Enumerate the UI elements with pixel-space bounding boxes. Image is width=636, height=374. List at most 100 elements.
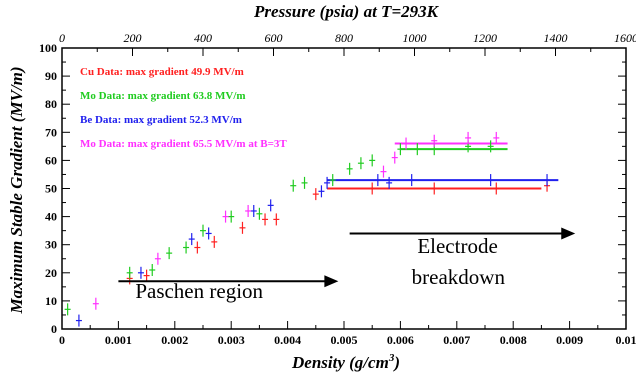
data-point — [245, 204, 252, 217]
x2-tick-label: 1200 — [473, 31, 497, 45]
data-point — [369, 154, 376, 167]
x2-tick-label: 1400 — [544, 31, 568, 45]
x-tick-label: 0 — [59, 333, 65, 347]
data-point — [183, 241, 190, 254]
data-point — [256, 207, 263, 220]
y-tick-label: 50 — [45, 182, 57, 196]
data-point — [431, 182, 438, 195]
legend-entry: Be Data: max gradient 52.3 MV/m — [80, 114, 242, 126]
legend: Cu Data: max gradient 49.9 MV/m Mo Data: … — [80, 66, 287, 150]
legend-entry: Cu Data: max gradient 49.9 MV/m — [80, 66, 244, 78]
y-tick-label: 0 — [51, 322, 57, 336]
y-tick-label: 100 — [39, 41, 57, 55]
data-point — [228, 210, 235, 223]
annotation-text: Paschen region — [135, 279, 263, 303]
data-points — [64, 131, 551, 327]
data-point — [64, 303, 71, 316]
data-point — [403, 137, 410, 150]
y-tick-label: 90 — [45, 69, 57, 83]
annotation-text: Electrode — [417, 234, 497, 258]
annotations: Paschen region Electrode breakdown — [135, 234, 505, 303]
y-tick-label: 40 — [45, 210, 57, 224]
x2-tick-label: 800 — [335, 31, 353, 45]
annotation-text: breakdown — [412, 265, 506, 289]
data-point — [346, 162, 353, 175]
annotation-arrows — [118, 227, 576, 288]
data-point — [329, 174, 336, 187]
data-point — [487, 174, 494, 187]
y-tick-label: 10 — [45, 294, 57, 308]
y-tick-label: 30 — [45, 238, 57, 252]
x-tick-label: 0.002 — [161, 333, 188, 347]
data-point — [487, 140, 494, 153]
data-point — [386, 176, 393, 189]
x-tick-label: 0.003 — [218, 333, 245, 347]
data-point — [154, 252, 161, 265]
y-tick-label: 80 — [45, 97, 57, 111]
data-point — [188, 233, 195, 246]
data-point — [290, 179, 297, 192]
x-tick-label: 0.009 — [556, 333, 583, 347]
data-point — [166, 247, 173, 260]
data-point — [414, 143, 421, 156]
data-point — [92, 297, 99, 310]
data-point — [408, 174, 415, 187]
x2-tick-label: 1600 — [614, 31, 636, 45]
data-point — [222, 210, 229, 223]
legend-entry: Mo Data: max gradient 63.8 MV/m — [80, 90, 246, 102]
data-point — [301, 176, 308, 189]
data-point — [369, 182, 376, 195]
x2-tick-label: 200 — [124, 31, 142, 45]
data-point — [493, 182, 500, 195]
data-point — [239, 221, 246, 234]
data-point — [318, 185, 325, 198]
data-point — [262, 213, 269, 226]
y-tick-label: 60 — [45, 153, 57, 167]
arrow-head — [324, 275, 339, 288]
data-point — [75, 314, 82, 327]
data-point — [493, 131, 500, 144]
arrow — [118, 275, 339, 288]
data-point — [194, 241, 201, 254]
x2-tick-label: 0 — [59, 31, 65, 45]
x-axis-title: Density (g/cm3) — [291, 352, 400, 372]
data-point — [374, 174, 381, 187]
data-point — [250, 204, 257, 217]
data-point — [324, 176, 331, 189]
arrow-head — [561, 227, 576, 240]
axes: 0 0.001 0.002 0.003 0.004 0.005 0.006 0.007 0.00… — [39, 31, 636, 347]
y-tick-label: 70 — [45, 125, 57, 139]
x-tick-label: 0.006 — [387, 333, 414, 347]
data-point — [126, 266, 133, 279]
x-tick-label: 0.007 — [443, 333, 470, 347]
data-point — [380, 165, 387, 178]
x2-tick-label: 1000 — [403, 31, 427, 45]
x-tick-label: 0.001 — [105, 333, 132, 347]
data-point — [137, 266, 144, 279]
data-point — [431, 134, 438, 147]
x-tick-label: 0.008 — [500, 333, 527, 347]
data-point — [397, 143, 404, 156]
data-point — [149, 263, 156, 276]
horizontal-range-bars — [327, 142, 559, 190]
data-point — [391, 151, 398, 164]
x-tick-label: 0.01 — [616, 333, 636, 347]
x2-tick-label: 600 — [265, 31, 283, 45]
x2-tick-label: 400 — [194, 31, 212, 45]
data-point — [273, 213, 280, 226]
data-point — [312, 188, 319, 201]
data-point — [357, 157, 364, 170]
x-tick-label: 0.005 — [331, 333, 358, 347]
data-point — [143, 269, 150, 282]
data-point — [267, 199, 274, 212]
data-point — [465, 131, 472, 144]
arrow — [349, 227, 576, 240]
data-point — [200, 224, 206, 237]
data-point — [211, 235, 218, 248]
data-point — [205, 227, 212, 240]
legend-entry: Mo Data: max gradient 65.5 MV/m at B=3T — [80, 138, 287, 150]
x-tick-label: 0.004 — [274, 333, 301, 347]
y-axis-title: Maximum Stable Gradient (MV/m) — [7, 67, 26, 315]
y-tick-label: 20 — [45, 266, 57, 280]
